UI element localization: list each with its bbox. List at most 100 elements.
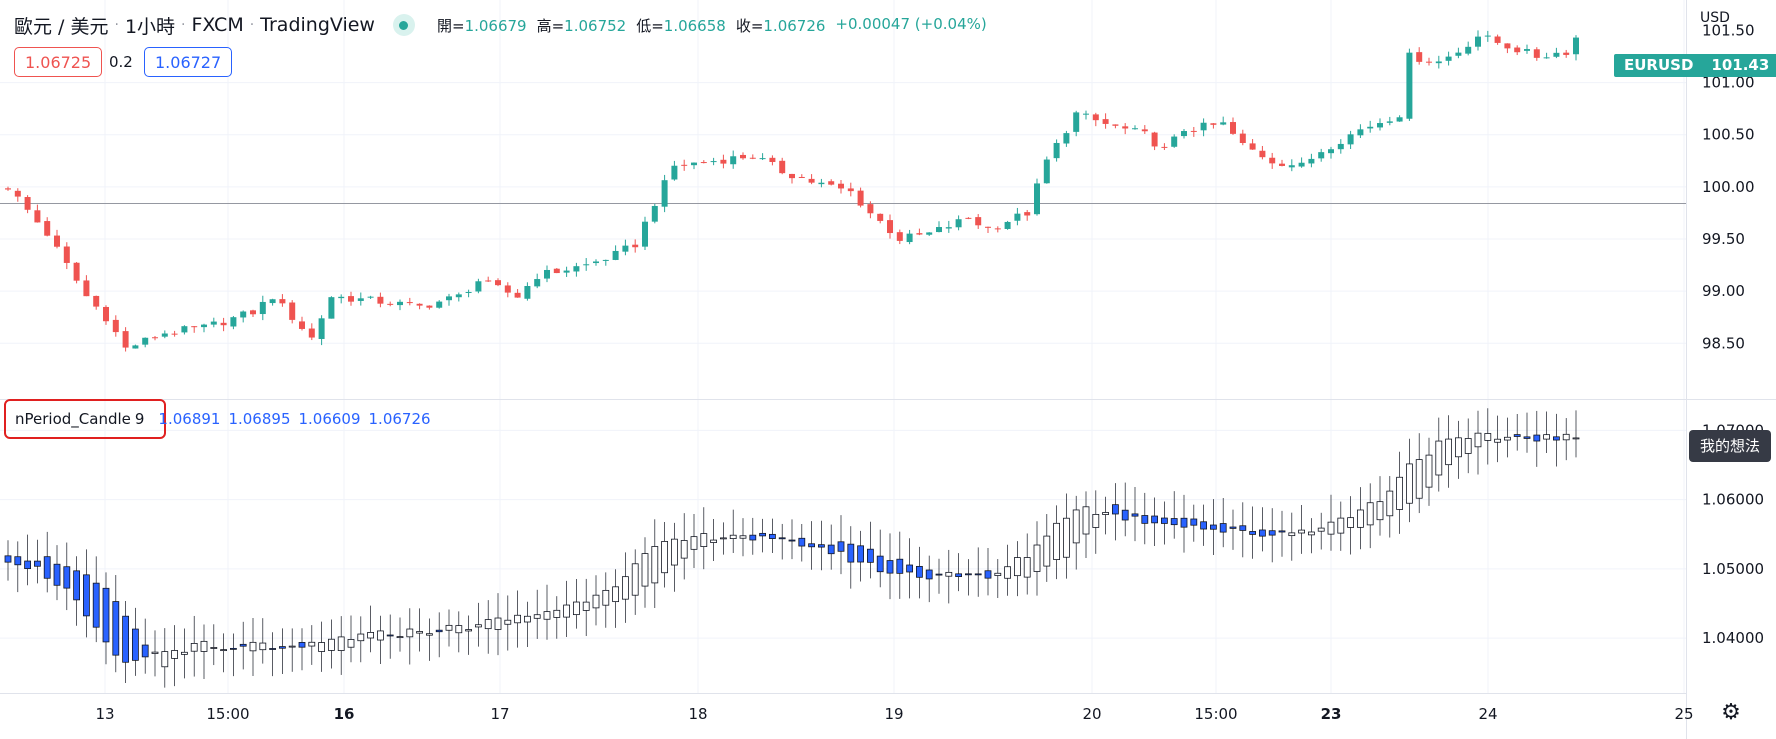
indicator-candle-body: [1445, 438, 1452, 466]
indicator-candle-body: [239, 643, 247, 647]
indicator-candle-body: [1210, 524, 1217, 530]
sell-button[interactable]: 1.06725: [14, 47, 103, 77]
indicator-candle-body: [896, 558, 904, 574]
indicator-candle-body: [916, 565, 923, 578]
main-candle-body: [1043, 159, 1050, 184]
main-candle-body: [1386, 121, 1393, 123]
indicator-candle-body: [886, 560, 894, 574]
main-candle-body: [1563, 52, 1570, 55]
price-axis[interactable]: 101.50 101.00 100.50 100.00 99.50 99.00 98.50 1…: [1702, 21, 1764, 647]
main-candle-body: [602, 259, 609, 261]
main-candle-body: [1102, 119, 1109, 124]
main-candle-body: [1073, 112, 1080, 132]
main-price-series[interactable]: [5, 30, 1579, 352]
indicator-candle-body: [1151, 515, 1158, 524]
indicator-candle-body: [906, 564, 913, 573]
main-candle-body: [1053, 142, 1060, 159]
main-candle-body: [730, 156, 737, 165]
main-candle-body: [1249, 143, 1256, 150]
indicator-value-high: 1.06895: [228, 410, 291, 428]
indicator-candle-body: [1072, 509, 1080, 544]
main-candle-body: [5, 188, 11, 190]
main-candle-body: [857, 190, 864, 206]
main-candle-body: [936, 227, 942, 233]
main-candle-body: [269, 299, 276, 304]
currency-label[interactable]: USD: [1700, 10, 1730, 26]
indicator-candle-body: [778, 537, 786, 540]
indicator-candle-body: [671, 538, 678, 566]
indicator-candle-body: [494, 617, 502, 630]
indicator-candle-body: [112, 601, 120, 656]
indicator-candle-body: [1366, 502, 1374, 526]
indicator-candle-body: [729, 534, 737, 539]
main-candle-body: [1484, 35, 1491, 37]
symbol-last-price: 101.43: [1711, 56, 1770, 74]
indicator-candle-body: [602, 589, 610, 606]
indicator-candle-body: [631, 563, 639, 596]
indicator-candle-body: [425, 633, 433, 636]
main-candle-body: [1573, 37, 1579, 55]
main-candle-body: [1445, 56, 1452, 61]
main-candle-body: [1269, 157, 1276, 164]
indicator-candle-body: [455, 625, 463, 634]
indicator-candle-body: [720, 537, 727, 540]
ohlc-change: +0.00047 (+0.04%): [835, 14, 987, 33]
price-tick-label: 100.50: [1702, 126, 1755, 144]
symbol-price-label: EURUSD 101.43: [1614, 54, 1776, 77]
interval-label[interactable]: 1小時: [124, 15, 176, 38]
symbol-title[interactable]: 歐元 / 美元: [14, 15, 109, 38]
main-candle-body: [1190, 130, 1197, 132]
indicator-candle-body: [582, 601, 590, 611]
main-candle-body: [642, 221, 648, 247]
main-candle-body: [318, 318, 325, 339]
my-idea-label[interactable]: 我的想法: [1689, 430, 1772, 462]
main-candle-body: [1014, 213, 1021, 221]
indicator-candle-body: [1435, 440, 1443, 476]
indicator-candle-body: [661, 541, 668, 574]
indicator-candle-body: [73, 570, 80, 601]
main-candle-body: [759, 158, 766, 160]
main-candle-body: [583, 264, 590, 266]
indicator-candle-body: [1494, 438, 1501, 443]
indicator-candle-body: [1533, 434, 1541, 442]
main-candle-body: [93, 295, 100, 307]
indicator-candle-body: [1513, 434, 1521, 437]
main-candle-body: [171, 333, 178, 335]
indicator-candle-body: [818, 544, 825, 548]
main-candle-body: [465, 291, 472, 293]
price-tick-label: 100.00: [1702, 178, 1755, 196]
main-candle-body: [847, 188, 854, 192]
indicator-candle-body: [965, 573, 972, 576]
time-tick-label: 15:00: [1194, 705, 1237, 723]
indicator-candle-body: [524, 615, 531, 623]
indicator-candle-body: [4, 555, 12, 563]
indicator-candle-body: [876, 555, 884, 573]
indicator-candle-body: [1288, 532, 1296, 537]
main-candle-body: [1259, 150, 1266, 158]
main-candle-body: [1524, 49, 1530, 51]
main-candle-body: [563, 270, 570, 273]
indicator-candle-body: [827, 544, 835, 555]
time-axis[interactable]: 13 15:00 16 17 18 19 20 15:00 23 24 25: [95, 705, 1693, 723]
indicator-candle-body: [788, 539, 796, 542]
indicator-candle-body: [83, 574, 90, 617]
main-candle-body: [1092, 114, 1099, 121]
buy-button[interactable]: 1.06727: [144, 47, 233, 77]
main-candle-body: [1504, 43, 1511, 49]
gear-icon[interactable]: ⚙: [1721, 700, 1741, 725]
indicator-name[interactable]: nPeriod_Candle: [15, 410, 131, 428]
main-candle-body: [152, 337, 158, 339]
indicator-candle-body: [1553, 436, 1560, 441]
main-candle-body: [279, 299, 286, 304]
indicator-candle-body: [43, 556, 51, 579]
indicator-candle-body: [1043, 535, 1051, 567]
indicator-candle-body: [651, 546, 659, 584]
main-candle-body: [1553, 52, 1560, 57]
main-candle-body: [1435, 61, 1442, 64]
nperiod-candle-series[interactable]: [4, 408, 1580, 688]
main-candle-body: [945, 227, 952, 229]
ohlc-close: 1.06726: [763, 16, 826, 35]
main-candle-body: [397, 301, 403, 306]
indicator-legend[interactable]: nPeriod_Candle 9 1.06891 1.06895 1.06609…: [15, 410, 431, 428]
